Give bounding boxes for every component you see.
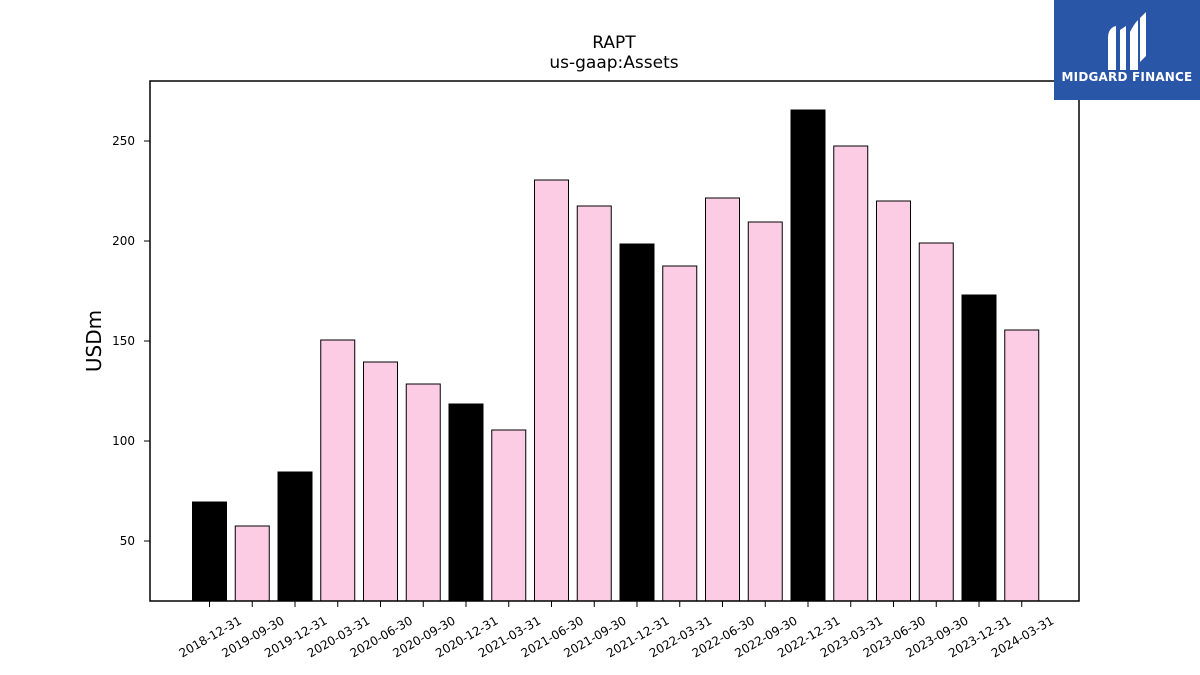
bar-2020-09-30 <box>405 383 441 602</box>
bar-2022-12-31 <box>790 109 826 602</box>
bar-2023-12-31 <box>961 294 997 602</box>
y-tick-label: 150 <box>112 334 135 348</box>
chart-title: RAPT <box>592 33 636 53</box>
bar-2023-03-31 <box>833 145 869 602</box>
bar-2022-06-30 <box>705 197 740 602</box>
y-axis-label: USDm <box>82 310 106 372</box>
bar-2019-09-30 <box>234 525 270 602</box>
bar-2022-09-30 <box>747 221 783 602</box>
bar-2021-03-31 <box>491 429 527 602</box>
bar-2023-09-30 <box>918 242 954 602</box>
plot-frame <box>149 80 1080 602</box>
bar-2021-09-30 <box>576 205 612 602</box>
y-tick-label: 100 <box>112 434 135 448</box>
chart-subtitle: us-gaap:Assets <box>549 53 678 73</box>
bar-2019-12-31 <box>277 471 313 602</box>
brand-mark-icon <box>1108 12 1146 70</box>
bar-2020-03-31 <box>320 339 356 602</box>
y-tick-label: 250 <box>112 134 135 148</box>
bar-2023-06-30 <box>876 200 911 602</box>
bar-2021-12-31 <box>619 243 655 602</box>
y-axis-ticks: 50 100 150 200 250 <box>112 134 150 548</box>
bar-2024-03-31 <box>1004 329 1040 602</box>
bar-2021-06-30 <box>534 179 569 602</box>
bar-2022-03-31 <box>662 265 698 602</box>
brand-name: MIDGARD FINANCE <box>1061 70 1193 84</box>
y-tick-label: 200 <box>112 234 135 248</box>
bar-2018-12-31 <box>192 501 227 602</box>
bar-2020-12-31 <box>448 403 484 602</box>
x-axis-ticks: 2018-12-312019-09-302019-12-312020-03-31… <box>177 601 1056 660</box>
bars-layer <box>192 109 1040 602</box>
bar-2020-06-30 <box>363 361 398 602</box>
y-tick-label: 50 <box>120 534 135 548</box>
brand-logo: MIDGARD FINANCE <box>1054 0 1200 100</box>
